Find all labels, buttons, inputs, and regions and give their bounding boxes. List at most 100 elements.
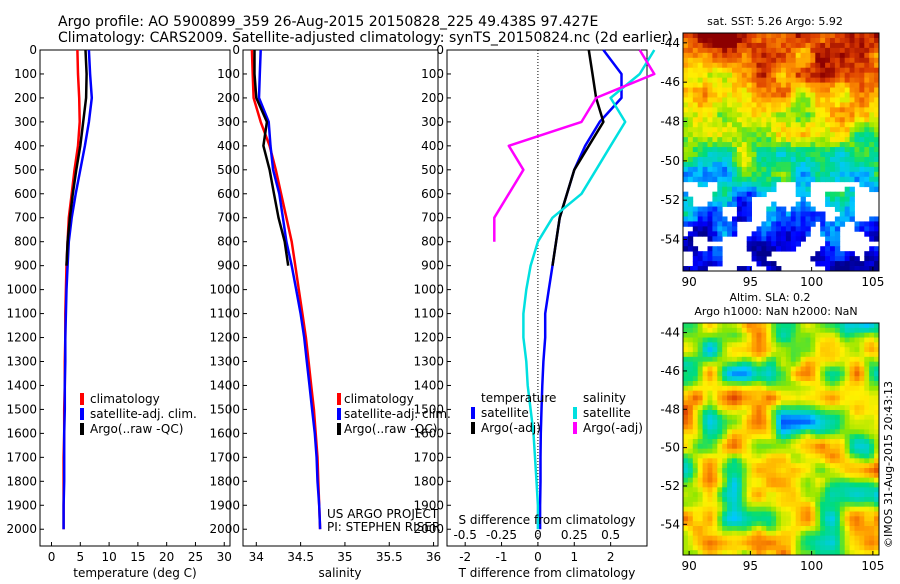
map-cell [692, 550, 699, 556]
map-cell [815, 424, 821, 430]
map-cell [761, 390, 767, 396]
map-cell [771, 376, 777, 382]
map-cell [849, 62, 855, 69]
map-cell [712, 395, 718, 401]
map-cell [717, 191, 723, 198]
map-cell [849, 540, 855, 546]
map-lon-tick-label: 105 [861, 275, 884, 289]
map-cell [712, 216, 718, 222]
map-cell [766, 132, 772, 138]
map-cell [805, 87, 811, 93]
map-cell [756, 57, 762, 64]
map-cell [795, 186, 801, 193]
map-cell [751, 414, 757, 421]
map-cell [839, 400, 846, 406]
map-cell [741, 477, 748, 483]
map-cell [746, 147, 752, 153]
map-cell [864, 477, 870, 483]
map-cell [815, 261, 821, 267]
map-cell [869, 246, 875, 252]
map-cell [697, 371, 703, 377]
map-cell [839, 540, 846, 546]
depth-tick-label: 1200 [209, 331, 240, 345]
map-cell [839, 395, 846, 401]
map-cell [746, 443, 752, 450]
map-cell [805, 57, 811, 64]
map-cell [800, 137, 806, 143]
map-cell [795, 62, 801, 69]
map-cell [854, 127, 860, 133]
map-cell [727, 176, 733, 183]
map-cell [741, 395, 748, 401]
map-cell [830, 390, 836, 396]
map-cell [761, 186, 767, 193]
map-cell [805, 361, 811, 367]
map-cell [766, 226, 772, 232]
map-cell [707, 176, 713, 183]
map-cell [805, 47, 811, 54]
map-cell [697, 530, 703, 537]
map-cell [776, 107, 782, 113]
map-cell [839, 443, 846, 450]
map-cell [736, 487, 743, 493]
map-cell [869, 256, 875, 262]
map-cell [707, 472, 713, 479]
map-cell [741, 342, 748, 348]
map-cell [830, 429, 836, 435]
map-cell [820, 526, 826, 532]
map-cell [859, 385, 865, 392]
map-cell [844, 361, 850, 367]
map-cell [839, 47, 846, 54]
map-cell [687, 52, 694, 59]
map-cell [712, 72, 718, 79]
map-cell [736, 191, 743, 198]
map-cell [830, 458, 836, 464]
map-cell [746, 468, 752, 474]
map-cell [746, 497, 752, 503]
map-cell [844, 477, 850, 483]
map-cell [864, 526, 870, 532]
map-cell [800, 142, 806, 148]
map-cell [825, 196, 831, 202]
map-cell [830, 256, 836, 262]
depth-tick-label: 1600 [6, 426, 37, 440]
depth-tick-label: 100 [217, 67, 240, 81]
map-cell [864, 221, 870, 227]
map-cell [697, 256, 703, 262]
map-cell [761, 453, 767, 459]
map-cell [820, 410, 826, 416]
depth-tick-label: 2000 [413, 522, 444, 536]
map-cell [785, 52, 792, 59]
map-cell [746, 132, 752, 138]
map-cell [830, 506, 836, 512]
map-cell [722, 501, 728, 508]
map-cell [854, 521, 860, 527]
map-cell [712, 429, 718, 435]
map-cell [785, 152, 792, 158]
map-cell [687, 400, 694, 406]
map-cell [839, 530, 846, 537]
map-cell [732, 102, 738, 108]
map-cell [781, 231, 787, 237]
map-cell [692, 327, 699, 334]
map-cell [776, 530, 782, 537]
map-cell [683, 400, 689, 406]
map-cell [864, 400, 870, 406]
map-cell [756, 186, 762, 193]
map-cell [854, 439, 860, 445]
map-cell [830, 241, 836, 247]
map-cell [854, 92, 860, 98]
series-line-salinity-satellite [522, 49, 656, 530]
map-cell [712, 132, 718, 138]
map-cell [717, 521, 723, 527]
map-cell [874, 443, 880, 450]
map-cell [834, 152, 841, 158]
map-cell [820, 142, 826, 148]
map-cell [781, 516, 787, 522]
map-cell [854, 47, 860, 54]
map-cell [712, 67, 718, 74]
legend-swatch-temp-satellite [471, 407, 475, 419]
map-cell [687, 506, 694, 512]
map-cell [751, 347, 757, 353]
map-cell [683, 482, 689, 488]
